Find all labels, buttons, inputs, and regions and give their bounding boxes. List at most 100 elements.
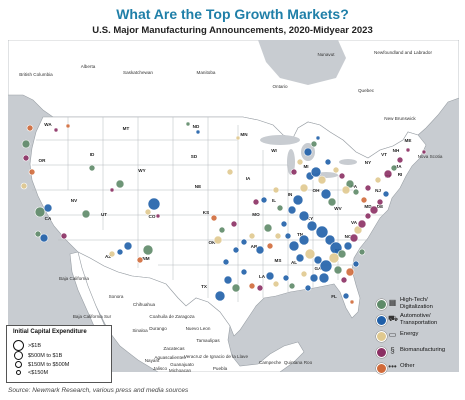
announcement-marker (324, 158, 332, 166)
region-label: Aguascalientes (154, 355, 186, 360)
announcement-marker (263, 223, 273, 233)
category-legend: ▦ High-Tech/ Digitalization ⛟ Automotive… (376, 297, 458, 375)
announcement-marker (282, 274, 290, 282)
announcement-marker (396, 156, 404, 164)
chip-icon: ▦ (388, 298, 397, 307)
state-label: ND (193, 124, 200, 129)
announcement-marker (353, 225, 363, 235)
state-label: MT (123, 126, 130, 131)
announcement-marker (327, 197, 337, 207)
announcement-marker (109, 187, 115, 193)
announcement-marker (218, 226, 226, 234)
state-label: FL (331, 294, 337, 299)
state-label: KS (203, 210, 209, 215)
announcement-marker (341, 185, 351, 195)
region-label: Guanajuato (170, 362, 194, 367)
dot-icon (376, 299, 387, 310)
state-label: LA (259, 274, 266, 279)
region-label: Saskatchewan (123, 70, 153, 75)
announcement-marker (155, 213, 161, 219)
announcement-marker (88, 164, 96, 172)
region-label: Michoacan (169, 368, 192, 372)
region-label: Newfoundland and Labrador (374, 50, 432, 55)
state-label: NH (393, 148, 400, 153)
region-label: Sonora (109, 294, 124, 299)
announcement-marker (252, 198, 260, 206)
region-label: Coahuila de Zaragoza (149, 314, 195, 319)
region-label: Ontario (272, 84, 288, 89)
announcement-marker (315, 225, 329, 239)
state-label: AZ (105, 254, 111, 259)
dots-icon: ••• (388, 362, 397, 371)
state-label: NY (365, 160, 371, 165)
circle-small-icon (15, 361, 22, 368)
state-label: OR (39, 158, 47, 163)
announcement-marker (360, 196, 368, 204)
region-label: Quintana Roo (284, 360, 313, 365)
legend-biomanufacturing: § Biomanufacturing (376, 345, 458, 359)
size-legend: Initial Capital Expenditure >$1B $500M t… (6, 325, 112, 383)
dot-icon (376, 347, 387, 358)
region-label: Durango (149, 326, 167, 331)
announcement-marker (343, 241, 353, 251)
announcement-marker (272, 280, 280, 288)
announcement-marker (22, 154, 30, 162)
announcement-marker (345, 179, 355, 189)
state-label: SD (191, 154, 198, 159)
announcement-marker (235, 135, 241, 141)
legend-automotive: ⛟ Automotive/ Transportation (376, 313, 458, 327)
announcement-marker (108, 250, 116, 258)
region-label: Nayarit (145, 358, 160, 363)
announcement-marker (390, 164, 398, 172)
announcement-marker (255, 245, 265, 255)
announcement-marker (349, 233, 359, 243)
announcement-marker (383, 169, 393, 179)
announcement-marker (65, 123, 71, 129)
announcement-marker (290, 168, 298, 176)
region-label: Baja California Sur (73, 314, 112, 319)
state-label: CA (45, 216, 52, 221)
announcement-marker (364, 184, 372, 192)
announcement-marker (315, 135, 321, 141)
announcement-marker (337, 249, 347, 259)
state-label: RI (398, 172, 403, 177)
announcement-marker (53, 127, 59, 133)
dot-icon (376, 331, 387, 342)
lake-ontario (339, 159, 357, 165)
circle-large-icon (13, 340, 24, 351)
region-label: Nunavut (317, 52, 335, 57)
region-label: Zacatecas (163, 346, 185, 351)
legend-high-tech: ▦ High-Tech/ Digitalization (376, 297, 458, 311)
state-label: AL (291, 260, 297, 265)
state-label: DE (377, 204, 383, 209)
announcement-marker (230, 220, 238, 228)
announcement-marker (240, 268, 248, 276)
state-label: WY (138, 168, 145, 173)
lake-superior (260, 135, 300, 145)
state-label: OH (313, 188, 321, 193)
announcement-marker (26, 124, 34, 132)
state-label: CO (149, 214, 156, 219)
announcement-marker (43, 203, 53, 213)
announcement-marker (338, 172, 346, 180)
region-label: Veracruz de Ignacio de la Llave (184, 354, 249, 359)
state-label: AR (251, 244, 258, 249)
state-label: VA (351, 220, 358, 225)
announcement-marker (185, 121, 191, 127)
announcement-marker (352, 188, 360, 196)
announcement-marker (304, 284, 312, 292)
region-label: Tamaulipas (196, 338, 220, 343)
source-note: Source: Newmark Research, various press … (8, 387, 189, 394)
region-label: Baja California (59, 276, 89, 281)
page-subtitle: U.S. Major Manufacturing Announcements, … (92, 25, 373, 36)
state-label: VT (381, 152, 387, 157)
announcement-marker (295, 253, 305, 263)
state-label: ID (90, 152, 95, 157)
announcement-marker (303, 147, 313, 157)
announcement-marker (374, 176, 382, 184)
announcement-marker (345, 267, 355, 277)
announcement-marker (292, 194, 304, 206)
announcement-marker (115, 179, 125, 189)
state-label: MS (275, 258, 282, 263)
region-label: Manitoba (197, 70, 216, 75)
